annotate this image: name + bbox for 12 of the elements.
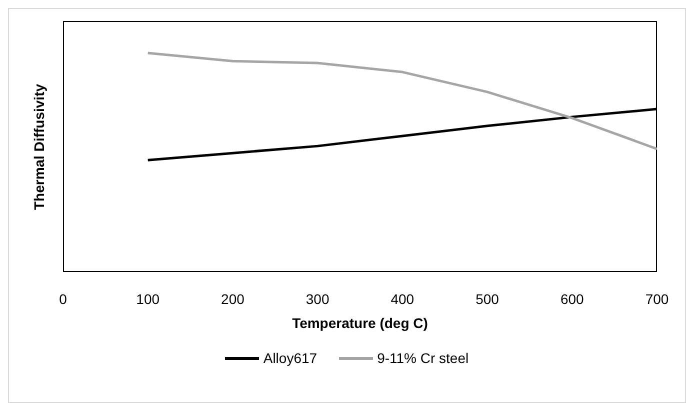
x-tick-label: 400 [390, 290, 414, 307]
x-tick-label: 200 [221, 290, 245, 307]
x-axis-title: Temperature (deg C) [292, 315, 428, 331]
x-tick-label: 500 [476, 290, 500, 307]
x-tick-label: 300 [306, 290, 330, 307]
legend-label: 9-11% Cr steel [377, 350, 469, 366]
x-tick-label: 700 [645, 290, 669, 307]
x-tick-label: 0 [59, 290, 68, 307]
x-tick-label: 100 [136, 290, 160, 307]
y-axis-title: Thermal Diffusivity [31, 83, 47, 210]
x-tick-label: 600 [560, 290, 584, 307]
legend-label: Alloy617 [263, 350, 318, 366]
